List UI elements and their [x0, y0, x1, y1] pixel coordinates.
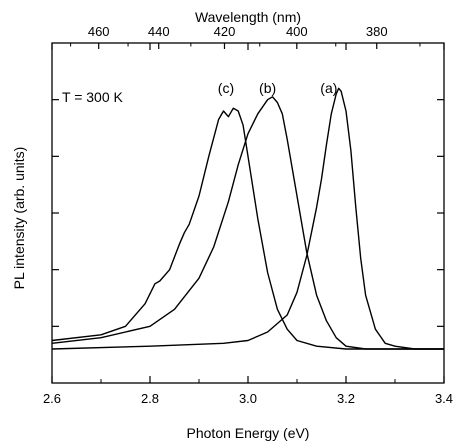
top-axis-title: Wavelength (nm): [195, 9, 301, 25]
curve-label: (c): [218, 80, 234, 96]
series-line-b: [51, 96, 444, 350]
top-tick-label: 420: [214, 24, 236, 39]
y-axis-title: PL intensity (arb. units): [11, 147, 27, 290]
temperature-label: T = 300 K: [62, 89, 124, 105]
top-tick-label: 400: [286, 24, 308, 39]
top-tick-label: 440: [148, 24, 170, 39]
bottom-axis-ticks: 2.6 2.8 3.0 3.2 3.4: [43, 43, 453, 406]
x-tick-label: 2.6: [43, 391, 61, 406]
x-axis-title: Photon Energy (eV): [187, 425, 310, 441]
top-tick-label: 380: [366, 24, 388, 39]
x-tick-label: 2.8: [141, 391, 159, 406]
series-line-a: [51, 87, 444, 350]
series-line-c: [51, 107, 444, 350]
left-axis-ticks: [52, 99, 444, 327]
curve-label: (b): [259, 80, 276, 96]
top-tick-label: 460: [88, 24, 110, 39]
curve-label: (a): [320, 80, 337, 96]
series-layer: [51, 87, 444, 350]
x-tick-label: 3.4: [435, 391, 453, 406]
x-tick-label: 3.0: [239, 391, 257, 406]
x-tick-label: 3.2: [337, 391, 355, 406]
curve-labels: (a) (b) (c): [218, 80, 338, 96]
top-axis-ticks: 460 440 420 400 380: [70, 24, 421, 49]
